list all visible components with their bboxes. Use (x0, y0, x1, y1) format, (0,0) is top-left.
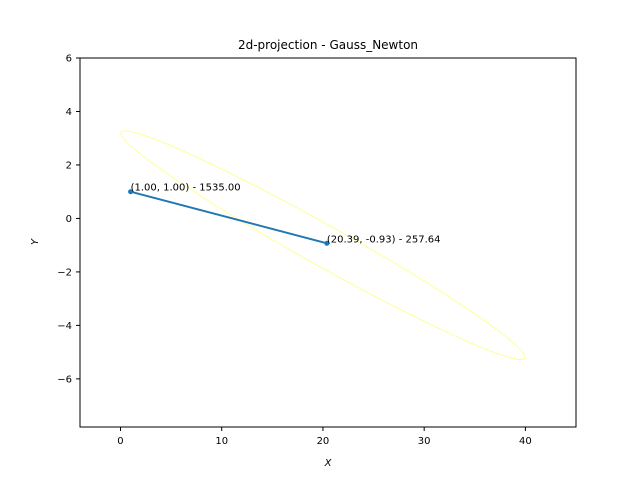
y-tick-label: −4 (57, 321, 72, 332)
x-axis-label: X (324, 458, 333, 469)
y-tick-label: 6 (66, 54, 72, 65)
point-annotation: (20.39, -0.93) - 257.64 (327, 234, 441, 245)
contour-line (120, 130, 526, 360)
y-tick-label: −2 (57, 267, 72, 278)
plot-frame (79, 57, 577, 428)
x-tick-label: 30 (418, 436, 431, 447)
plot-area: (1.00, 1.00) - 1535.00 (20.39, -0.93) - 2… (79, 57, 577, 428)
x-tick-label: 40 (519, 436, 532, 447)
point-annotation: (1.00, 1.00) - 1535.00 (131, 183, 241, 194)
contour-layer (120, 130, 526, 360)
y-tick-label: −6 (57, 374, 72, 385)
y-tick-label: 4 (66, 107, 72, 118)
chart-title: 2d-projection - Gauss_Newton (238, 38, 418, 52)
x-tick-label: 20 (317, 436, 330, 447)
x-tick-label: 0 (117, 436, 123, 447)
series-point (128, 189, 134, 195)
x-axis-ticks: 0 10 20 30 40 (117, 427, 532, 447)
x-tick-label: 10 (215, 436, 228, 447)
series-layer (128, 189, 330, 246)
y-tick-label: 0 (66, 214, 72, 225)
series-line (130, 190, 328, 245)
y-axis-label: Y (30, 238, 41, 245)
annotation-layer: (1.00, 1.00) - 1535.00 (20.39, -0.93) - 2… (131, 183, 441, 246)
y-axis-ticks: 6 4 2 0 −2 −4 −6 (57, 54, 80, 385)
y-tick-label: 2 (66, 160, 72, 171)
series-point (324, 240, 330, 246)
